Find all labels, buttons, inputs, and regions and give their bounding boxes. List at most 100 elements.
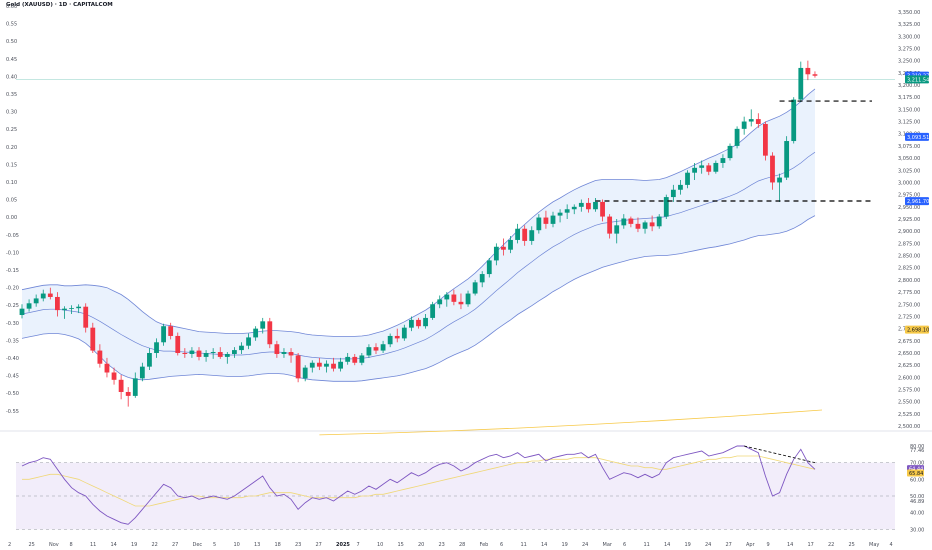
candle-body xyxy=(727,145,733,159)
x-axis-tick: 25 xyxy=(849,542,855,548)
right-axis-tick: 3,250.00 xyxy=(898,59,920,65)
right-axis-tick: 2,675.00 xyxy=(898,339,920,345)
candle-body xyxy=(748,119,754,122)
rsi-axis-tick: 70.00 xyxy=(910,461,924,467)
price-tag-label: 3,093.51 xyxy=(907,135,929,141)
left-axis-tick: -0.40 xyxy=(6,356,19,362)
candle-body xyxy=(798,67,804,100)
x-axis-tick: Mar xyxy=(603,542,613,548)
candle-body xyxy=(203,353,209,357)
right-axis-tick: 3,075.00 xyxy=(898,144,920,150)
candle xyxy=(373,343,379,354)
candle-body xyxy=(281,352,287,354)
candle xyxy=(83,303,89,333)
candle xyxy=(104,357,110,378)
candle-body xyxy=(741,121,747,129)
candle-body xyxy=(288,352,294,356)
candle-body xyxy=(600,201,605,217)
candle xyxy=(324,360,329,373)
candle xyxy=(805,60,811,81)
candle xyxy=(217,347,223,359)
candle-body xyxy=(713,162,719,172)
candle-body xyxy=(90,327,96,351)
candle-body xyxy=(763,123,768,156)
left-axis-tick: -0.05 xyxy=(6,233,19,239)
x-axis-tick: 2025 xyxy=(336,542,350,548)
x-axis-tick: 10 xyxy=(234,542,240,548)
x-axis-tick: 28 xyxy=(459,542,465,548)
candle xyxy=(472,279,478,296)
left-axis-tick: -0.55 xyxy=(6,409,19,415)
candle xyxy=(699,160,705,174)
candle xyxy=(692,162,697,181)
candle xyxy=(777,173,782,202)
left-axis-tick: -0.50 xyxy=(6,391,19,397)
x-axis-tick: Feb xyxy=(480,542,489,548)
candle-body xyxy=(791,99,797,142)
candle xyxy=(154,338,159,358)
candle xyxy=(812,71,818,78)
candle-body xyxy=(352,356,358,363)
candle-body xyxy=(196,350,202,357)
candle xyxy=(670,184,676,202)
candle xyxy=(302,365,308,382)
candle xyxy=(536,214,542,234)
candle xyxy=(76,304,82,314)
candle xyxy=(586,198,591,213)
x-axis-tick: 27 xyxy=(316,542,322,548)
rsi-axis-tick: 46.89 xyxy=(910,499,924,505)
candle-body xyxy=(770,155,775,183)
price-tag xyxy=(905,197,929,206)
candle xyxy=(798,61,804,103)
candle xyxy=(239,342,244,354)
candle xyxy=(26,299,32,312)
x-axis-tick: 6 xyxy=(500,542,503,548)
right-axis-tick: 3,000.00 xyxy=(898,180,920,186)
candle xyxy=(741,116,747,135)
candle-body xyxy=(543,217,549,224)
candle xyxy=(224,352,230,364)
rsi-axis-tick: 77.46 xyxy=(910,448,924,454)
right-axis-tick: 3,025.00 xyxy=(898,168,920,174)
candle-body xyxy=(465,293,471,305)
candle xyxy=(196,347,202,361)
left-axis-tick: -0.25 xyxy=(6,303,19,309)
right-axis-tick: 2,925.00 xyxy=(898,217,920,223)
left-axis-tick: 0.00 xyxy=(6,215,17,221)
candle-body xyxy=(416,319,421,327)
bollinger-upper-line xyxy=(21,88,816,337)
rsi-tag-label: 65.84 xyxy=(909,471,923,477)
candle-body xyxy=(324,363,329,367)
x-axis-tick: 14 xyxy=(787,542,793,548)
candle xyxy=(685,170,690,189)
candle xyxy=(600,199,605,222)
x-axis-tick: 27 xyxy=(172,542,178,548)
candle xyxy=(260,317,266,334)
candle xyxy=(621,214,627,229)
candle xyxy=(486,257,492,278)
left-axis-tick: 0.35 xyxy=(6,92,17,98)
candle-body xyxy=(692,167,697,173)
candle xyxy=(90,322,96,354)
left-axis-tick: 0.50 xyxy=(6,39,17,45)
x-axis-tick: 14 xyxy=(111,542,117,548)
candle-body xyxy=(76,306,82,309)
candle xyxy=(635,217,641,233)
left-axis-tick: -0.45 xyxy=(6,374,19,380)
candle xyxy=(118,374,124,400)
candle xyxy=(720,154,726,168)
candle-body xyxy=(154,342,159,354)
candle-body xyxy=(557,212,563,216)
candle xyxy=(656,214,662,229)
candle xyxy=(409,316,414,332)
right-axis-tick: 2,725.00 xyxy=(898,314,920,320)
candle-body xyxy=(147,353,152,367)
left-axis-tick: -0.35 xyxy=(6,338,19,344)
left-axis-tick: 0.30 xyxy=(6,110,17,116)
right-axis-tick: 2,625.00 xyxy=(898,363,920,369)
x-axis-tick: 24 xyxy=(582,542,588,548)
candle xyxy=(288,348,294,363)
x-axis-tick: 19 xyxy=(562,542,568,548)
